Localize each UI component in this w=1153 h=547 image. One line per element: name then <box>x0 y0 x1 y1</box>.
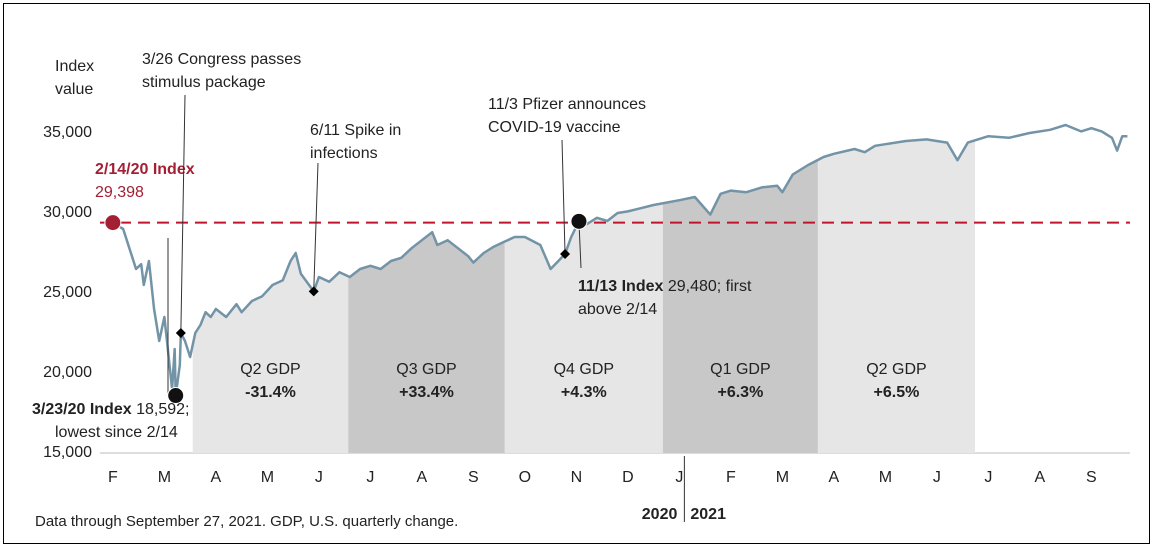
leader-line <box>561 139 566 254</box>
annotation-text: infections <box>310 145 378 162</box>
event-marker <box>308 286 319 297</box>
y-tick-label: 30,000 <box>43 204 92 221</box>
index-line <box>112 123 1128 397</box>
annotation-text: above 2/14 <box>578 301 657 318</box>
x-tick-label: J <box>675 469 683 486</box>
x-tick-label: A <box>211 469 222 486</box>
y-axis-label: value <box>55 81 93 98</box>
x-tick-label: M <box>879 469 892 486</box>
annotation-text: COVID-19 vaccine <box>488 119 621 136</box>
x-tick-label: A <box>417 469 428 486</box>
annotation-title: 3/23/20 Index <box>32 401 132 418</box>
annotation-text: 3/23/20 Index 18,592; <box>32 401 189 418</box>
x-tick-label: J <box>933 469 941 486</box>
y-tick-label: 20,000 <box>43 364 92 381</box>
quarter-band <box>817 125 975 453</box>
x-tick-label: M <box>261 469 274 486</box>
x-tick-label: F <box>108 469 118 486</box>
event-marker <box>560 248 571 259</box>
quarter-label: Q2 GDP <box>240 361 300 378</box>
annotation-text: COVID-19 vaccine <box>488 119 621 136</box>
event-marker <box>167 387 185 405</box>
x-tick-label: M <box>158 469 171 486</box>
event-marker <box>104 214 122 232</box>
annotation-text: 29,398 <box>95 184 144 201</box>
quarter-label: Q1 GDP <box>710 361 770 378</box>
quarter-label: Q3 GDP <box>396 361 456 378</box>
annotation-text: infections <box>310 145 378 162</box>
year-label: 2020 <box>642 506 678 523</box>
event-marker <box>570 212 588 230</box>
quarter-value: +4.3% <box>561 384 607 401</box>
x-tick-label: S <box>468 469 479 486</box>
annotation-text: lowest since 2/14 <box>55 424 178 441</box>
annotation-text: 11/3 Pfizer announces <box>488 96 646 113</box>
annotation-text: lowest since 2/14 <box>55 424 178 441</box>
quarter-value: -31.4% <box>245 384 296 401</box>
footnote: Data through September 27, 2021. GDP, U.… <box>35 513 458 530</box>
y-tick-label: 25,000 <box>43 284 92 301</box>
y-axis-label: Index <box>55 58 94 75</box>
event-marker <box>175 328 186 338</box>
x-tick-label: F <box>726 469 736 486</box>
annotation-text: above 2/14 <box>578 301 657 318</box>
annotation-text: 29,480; first <box>668 278 752 295</box>
quarter-label: Q4 GDP <box>554 361 614 378</box>
quarter-value: +33.4% <box>399 384 454 401</box>
annotation-title: 11/13 Index <box>578 278 663 295</box>
annotation-text: 6/11 Spike in <box>310 122 401 139</box>
quarter-value: +6.5% <box>874 384 920 401</box>
annotation-text: stimulus package <box>142 74 266 91</box>
annotation-text: stimulus package <box>142 74 266 91</box>
annotation-text: 6/11 Spike in <box>310 122 401 139</box>
x-tick-label: J <box>315 469 323 486</box>
x-tick-label: J <box>984 469 992 486</box>
x-tick-label: O <box>519 469 531 486</box>
x-tick-label: D <box>622 469 634 486</box>
leader-line <box>313 162 319 292</box>
x-tick-label: A <box>1035 469 1046 486</box>
leader-line <box>180 94 186 334</box>
y-tick-label: 35,000 <box>43 124 92 141</box>
x-tick-label: S <box>1086 469 1097 486</box>
annotation-text: 11/3 Pfizer announces <box>488 96 646 113</box>
quarter-value: +6.3% <box>717 384 763 401</box>
quarter-label: Q2 GDP <box>866 361 926 378</box>
annotation-text: 11/13 Index 29,480; first <box>578 278 752 295</box>
annotation-text: 18,592; <box>136 401 189 418</box>
x-tick-label: J <box>366 469 374 486</box>
y-tick-label: 15,000 <box>43 444 92 461</box>
annotation-title: 2/14/20 Index <box>95 161 195 178</box>
x-tick-label: N <box>571 469 583 486</box>
x-tick-label: M <box>776 469 789 486</box>
annotation-text: 3/26 Congress passes <box>142 51 301 68</box>
year-label: 2021 <box>690 506 726 523</box>
annotation-text: 3/26 Congress passes <box>142 51 301 68</box>
x-tick-label: A <box>829 469 840 486</box>
